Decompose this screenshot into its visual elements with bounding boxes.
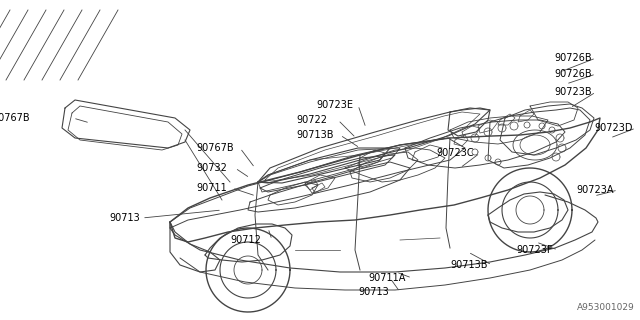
Text: 90711: 90711 (196, 183, 227, 193)
Text: 90712: 90712 (230, 235, 261, 245)
Text: 90726B: 90726B (554, 69, 591, 79)
Text: 90723D: 90723D (594, 123, 632, 133)
Text: 90767B: 90767B (0, 113, 30, 123)
Text: 90723C: 90723C (436, 148, 474, 158)
Text: 90713: 90713 (358, 287, 388, 297)
Text: 90722: 90722 (296, 115, 327, 125)
Text: 90723B: 90723B (554, 87, 591, 97)
Text: 90713: 90713 (109, 213, 140, 223)
Text: 90732: 90732 (196, 163, 227, 173)
Text: 90726B: 90726B (554, 53, 591, 63)
Text: 90723A: 90723A (576, 185, 614, 195)
Text: A953001029: A953001029 (577, 303, 635, 312)
Text: 90723F: 90723F (516, 245, 552, 255)
Text: 90713B: 90713B (296, 130, 333, 140)
Text: 90711A: 90711A (368, 273, 405, 283)
Text: 90767B: 90767B (196, 143, 234, 153)
Text: 90713B: 90713B (450, 260, 488, 270)
Text: 90723E: 90723E (316, 100, 353, 110)
